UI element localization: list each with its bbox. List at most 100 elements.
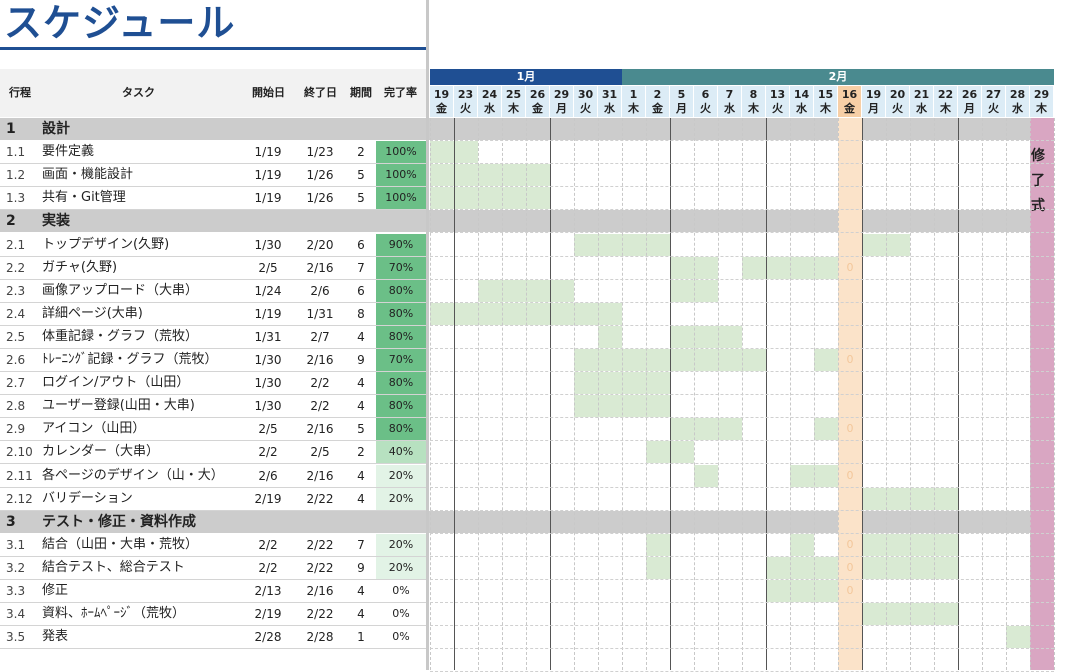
- percent-complete: 90%: [376, 233, 426, 256]
- milestone-label: 修了式: [1030, 144, 1046, 219]
- day-number: 5: [677, 88, 686, 101]
- gantt-bar: [502, 187, 526, 210]
- end-date: 2/16: [306, 584, 334, 598]
- grid-vline: [934, 118, 935, 670]
- start-date: 1/19: [254, 191, 282, 206]
- gantt-bar: [886, 233, 910, 256]
- gantt-bar: [886, 556, 910, 579]
- table-row[interactable]: 3.3 修正 2/13 2/16 4 0%: [0, 580, 426, 602]
- row-id: 2.3: [6, 283, 26, 298]
- gantt-bar: [526, 279, 550, 302]
- day-weekday: 木: [1036, 102, 1047, 115]
- day-header: 19 金: [430, 86, 454, 117]
- section-row: 2 実装: [0, 210, 1030, 233]
- end-date: 2/6: [310, 283, 330, 298]
- gantt-bar: [670, 418, 694, 441]
- percent-complete: 80%: [376, 395, 426, 418]
- duration: 2: [357, 145, 365, 160]
- day-weekday: 木: [748, 102, 759, 115]
- day-number: 28: [1009, 88, 1026, 101]
- start-date: 1/30: [254, 237, 282, 252]
- gantt-bar: [862, 233, 886, 256]
- table-row[interactable]: 1.2 画面・機能設計 1/19 1/26 5 100%: [0, 164, 426, 187]
- start-date: 2/13: [254, 584, 282, 598]
- percent-complete: 100%: [376, 164, 426, 187]
- table-row[interactable]: 2.6 ﾄﾚｰﾆﾝｸﾞ記録・グラフ（荒牧） 1/30 2/16 9 70%: [0, 349, 426, 371]
- grid-vline: [886, 118, 887, 670]
- grid-hline: [430, 440, 1054, 442]
- table-row[interactable]: 2.3 画像アップロード（大串） 1/24 2/6 6 80%: [0, 279, 426, 302]
- col-header-percent: 完了率: [384, 86, 417, 99]
- zero-marker: 0: [846, 468, 854, 482]
- day-number: 27: [985, 88, 1002, 101]
- col-header-end: 終了日: [304, 86, 337, 99]
- gantt-bar: [454, 302, 478, 325]
- start-date: 2/19: [254, 607, 282, 622]
- day-weekday: 水: [1012, 102, 1023, 115]
- start-date: 2/2: [258, 537, 278, 552]
- row-divider: [0, 209, 426, 211]
- table-row[interactable]: 2.1 トップデザイン(久野) 1/30 2/20 6 90%: [0, 233, 426, 256]
- row-id: 2.4: [6, 306, 26, 321]
- table-row[interactable]: 2.8 ユーザー登録(山田・大串) 1/30 2/2 4 80%: [0, 395, 426, 418]
- start-date: 1/19: [254, 306, 282, 321]
- table-row[interactable]: 1.1 要件定義 1/19 1/23 2 100%: [0, 141, 426, 164]
- gantt-bar: [646, 372, 670, 395]
- table-row[interactable]: 2.12 バリデーション 2/19 2/22 4 20%: [0, 487, 426, 510]
- gantt-bar: [814, 349, 838, 371]
- table-row[interactable]: 2.4 詳細ページ(大串) 1/19 1/31 8 80%: [0, 302, 426, 325]
- row-divider: [0, 602, 426, 603]
- row-id: 2.10: [6, 445, 33, 460]
- day-header: 26 金: [526, 86, 550, 117]
- task-name: ユーザー登録(山田・大串): [42, 398, 195, 414]
- day-number: 6: [701, 88, 710, 101]
- grid-vline: [598, 118, 599, 670]
- gantt-bar: [814, 256, 838, 279]
- gantt-bar: [598, 302, 622, 325]
- grid-vline: [526, 118, 527, 670]
- table-row[interactable]: 2.9 アイコン（山田） 2/5 2/16 5 80%: [0, 418, 426, 441]
- grid-vline: [1030, 118, 1031, 670]
- start-date: 2/2: [258, 560, 278, 575]
- percent-complete: 20%: [376, 556, 426, 579]
- row-divider: [0, 255, 426, 257]
- day-weekday: 木: [628, 102, 639, 115]
- duration: 2: [357, 445, 365, 460]
- table-row[interactable]: 2.11 各ページのデザイン（山・大） 2/6 2/16 4 20%: [0, 464, 426, 487]
- gantt-bar: [646, 441, 670, 464]
- gantt-bar: [526, 164, 550, 187]
- task-name: 要件定義: [42, 144, 95, 160]
- frozen-pane-divider[interactable]: [426, 0, 429, 670]
- grid-hline: [430, 532, 1054, 534]
- row-id: 2.7: [6, 376, 26, 391]
- day-number: 26: [961, 88, 978, 101]
- table-row[interactable]: 3.4 資料、ﾎｰﾑﾍﾟｰｼﾞ（荒牧） 2/19 2/22 4 0%: [0, 603, 426, 626]
- gantt-bar: [646, 533, 670, 556]
- duration: 9: [357, 353, 365, 367]
- gantt-bar: [646, 349, 670, 371]
- zero-marker: 0: [846, 560, 854, 574]
- row-divider: [0, 648, 426, 650]
- gantt-bar: [910, 556, 934, 579]
- row-id: 2.1: [6, 237, 26, 252]
- table-row[interactable]: 2.7 ログイン/アウト（山田） 1/30 2/2 4 80%: [0, 372, 426, 395]
- table-row[interactable]: 2.10 カレンダー（大串） 2/2 2/5 2 40%: [0, 441, 426, 464]
- grid-vline: [790, 118, 791, 670]
- table-row[interactable]: 3.1 結合（山田・大串・荒牧） 2/2 2/22 7 20%: [0, 533, 426, 556]
- title-underline: [0, 47, 426, 50]
- table-row[interactable]: 3.2 結合テスト、総合テスト 2/2 2/22 9 20%: [0, 556, 426, 579]
- gantt-bar: [670, 349, 694, 371]
- day-header: 16 金: [838, 86, 862, 117]
- gantt-bar: [646, 556, 670, 579]
- grid-vline: [814, 118, 815, 670]
- table-row[interactable]: 1.3 共有・Git管理 1/19 1/26 5 100%: [0, 187, 426, 210]
- gantt-bar: [454, 164, 478, 187]
- percent-complete: 0%: [376, 626, 426, 649]
- day-weekday: 水: [916, 102, 927, 115]
- table-row[interactable]: 3.5 発表 2/28 2/28 1 0%: [0, 626, 426, 649]
- task-name: 共有・Git管理: [42, 190, 126, 206]
- table-row[interactable]: 2.5 体重記録・グラフ（荒牧） 1/31 2/7 4 80%: [0, 325, 426, 348]
- table-row[interactable]: 2.2 ガチャ(久野) 2/5 2/16 7 70%: [0, 256, 426, 279]
- grid-hline: [430, 163, 1054, 165]
